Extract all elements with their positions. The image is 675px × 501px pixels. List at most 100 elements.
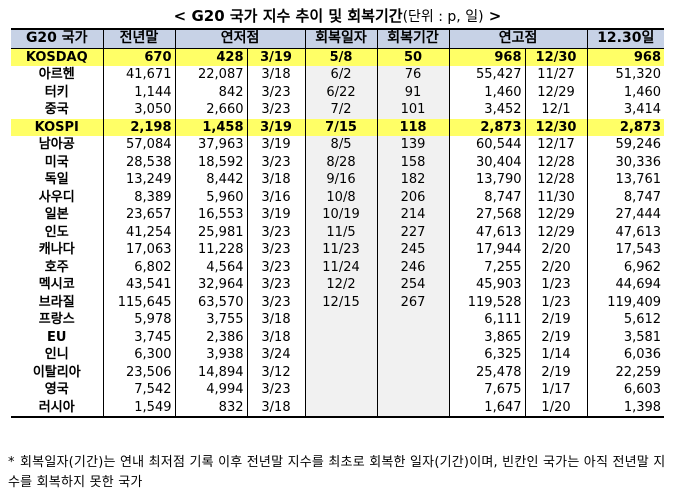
cell-recovery-period: 245	[376, 241, 450, 259]
cell-annual-high: 8,747	[448, 188, 526, 206]
cell-annual-high: 30,404	[448, 153, 526, 171]
header-prev-year-end: 전년말	[102, 29, 175, 49]
cell-recovery-period	[376, 346, 450, 364]
cell-low-date: 3/18	[246, 328, 306, 346]
cell-recovery-date: 10/19	[304, 206, 378, 224]
cell-low-date: 3/18	[246, 66, 306, 84]
cell-recovery-date	[304, 363, 378, 381]
cell-annual-high: 55,427	[448, 66, 526, 84]
cell-high-date: 11/27	[524, 66, 588, 84]
cell-dec30: 44,694	[586, 276, 665, 294]
cell-high-date: 2/20	[524, 258, 588, 276]
header-recovery-date: 회복일자	[304, 29, 378, 49]
cell-country: KOSPI	[11, 118, 103, 136]
cell-annual-high: 6,111	[448, 311, 526, 329]
cell-annual-low: 32,964	[174, 276, 247, 294]
cell-country: 캐나다	[38, 242, 75, 258]
cell-dec30: 3,414	[586, 101, 665, 119]
table-row: 사우디 8,389 5,960 3/16 10/8 206 8,747 11/30 8,747	[11, 188, 665, 206]
cell-dec30: 8,747	[586, 188, 665, 206]
cell-recovery-date: 7/2	[304, 101, 378, 119]
cell-high-date: 2/19	[524, 363, 588, 381]
cell-recovery-period	[376, 311, 450, 329]
cell-high-date: 12/29	[524, 223, 588, 241]
cell-dec30: 119,409	[586, 293, 665, 311]
cell-country: 중국	[44, 102, 69, 118]
cell-high-date: 1/14	[524, 346, 588, 364]
cell-prev-year-end: 43,541	[102, 276, 175, 294]
table-title: < G20 국가 지수 추이 및 회복기간(단위 : p, 일) >	[0, 5, 675, 26]
cell-annual-low: 832	[174, 398, 247, 417]
cell-prev-year-end: 28,538	[102, 153, 175, 171]
cell-prev-year-end: 41,254	[102, 223, 175, 241]
cell-recovery-date	[304, 381, 378, 399]
cell-low-date: 3/16	[246, 188, 306, 206]
table-row: 러시아 1,549 832 3/18 1,647 1/20 1,398	[11, 398, 665, 417]
cell-prev-year-end: 670	[102, 48, 175, 66]
cell-country: 러시아	[38, 399, 75, 415]
cell-low-date: 3/23	[246, 223, 306, 241]
cell-country: 영국	[44, 382, 69, 398]
cell-annual-low: 3,938	[174, 346, 247, 364]
cell-annual-low: 2,660	[174, 101, 247, 119]
cell-recovery-date: 7/15	[304, 118, 378, 136]
title-main: < G20 국가 지수 추이 및 회복기간	[173, 7, 403, 25]
cell-dec30: 968	[586, 48, 665, 66]
cell-prev-year-end: 6,300	[102, 346, 175, 364]
cell-prev-year-end: 23,506	[102, 363, 175, 381]
cell-high-date: 2/20	[524, 241, 588, 259]
cell-annual-high: 3,452	[448, 101, 526, 119]
cell-country: 브라질	[38, 294, 75, 310]
cell-high-date: 1/17	[524, 381, 588, 399]
header-recovery-period: 회복기간	[376, 29, 450, 49]
table-row: 남아공 57,084 37,963 3/19 8/5 139 60,544 12/17 59,2…	[11, 136, 665, 154]
cell-high-date: 12/30	[524, 48, 588, 66]
cell-low-date: 3/19	[246, 118, 306, 136]
cell-annual-high: 47,613	[448, 223, 526, 241]
table-row: 이탈리아 23,506 14,894 3/12 25,478 2/19 22,259	[11, 363, 665, 381]
cell-annual-high: 27,568	[448, 206, 526, 224]
title-close: >	[483, 7, 502, 25]
cell-high-date: 12/29	[524, 206, 588, 224]
cell-low-date: 3/24	[246, 346, 306, 364]
cell-recovery-date: 10/8	[304, 188, 378, 206]
cell-dec30: 59,246	[586, 136, 665, 154]
cell-dec30: 17,543	[586, 241, 665, 259]
cell-country: KOSDAQ	[11, 48, 103, 66]
cell-low-date: 3/19	[246, 48, 306, 66]
cell-recovery-period: 139	[376, 136, 450, 154]
table-row: 아르헨 41,671 22,087 3/18 6/2 76 55,427 11/27 51,32…	[11, 66, 665, 84]
cell-dec30: 6,036	[586, 346, 665, 364]
header-annual-low: 연저점	[174, 29, 306, 49]
table-row: 멕시코 43,541 32,964 3/23 12/2 254 45,903 1/23 44,6…	[11, 276, 665, 294]
cell-annual-high: 45,903	[448, 276, 526, 294]
cell-recovery-period: 227	[376, 223, 450, 241]
cell-low-date: 3/23	[246, 381, 306, 399]
cell-annual-low: 3,755	[174, 311, 247, 329]
cell-low-date: 3/18	[246, 311, 306, 329]
cell-recovery-period: 118	[376, 118, 450, 136]
cell-annual-low: 8,442	[174, 171, 247, 189]
cell-dec30: 3,581	[586, 328, 665, 346]
table-row: 호주 6,802 4,564 3/23 11/24 246 7,255 2/20 6,962	[11, 258, 665, 276]
cell-annual-low: 37,963	[174, 136, 247, 154]
cell-high-date: 1/20	[524, 398, 588, 417]
table-row: 영국 7,542 4,994 3/23 7,675 1/17 6,603	[11, 381, 665, 399]
cell-recovery-date: 6/22	[304, 83, 378, 101]
cell-recovery-date: 9/16	[304, 171, 378, 189]
cell-annual-low: 2,386	[174, 328, 247, 346]
cell-prev-year-end: 6,802	[102, 258, 175, 276]
cell-high-date: 12/28	[524, 171, 588, 189]
cell-recovery-period	[376, 398, 450, 417]
cell-prev-year-end: 41,671	[102, 66, 175, 84]
cell-recovery-period: 246	[376, 258, 450, 276]
cell-prev-year-end: 7,542	[102, 381, 175, 399]
cell-low-date: 3/23	[246, 153, 306, 171]
table-row: 미국 28,538 18,592 3/23 8/28 158 30,404 12/28 30,3…	[11, 153, 665, 171]
cell-recovery-date	[304, 311, 378, 329]
cell-prev-year-end: 57,084	[102, 136, 175, 154]
cell-low-date: 3/23	[246, 293, 306, 311]
cell-dec30: 6,962	[586, 258, 665, 276]
cell-annual-high: 7,675	[448, 381, 526, 399]
cell-annual-high: 968	[448, 48, 526, 66]
